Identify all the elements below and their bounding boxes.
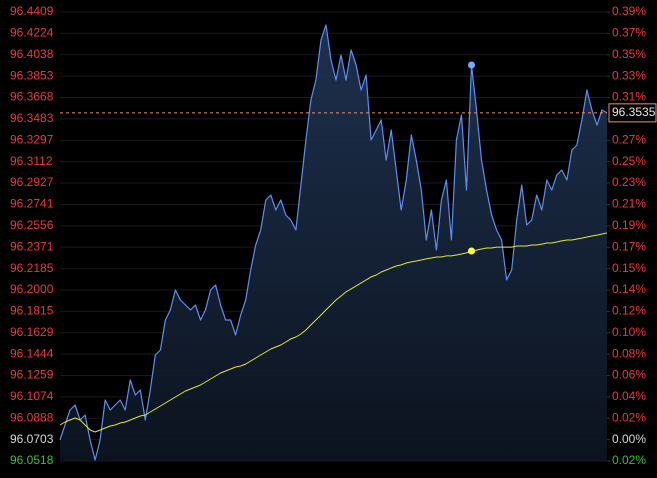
hover-marker (468, 247, 476, 255)
y-tick-label: 96.2371 (10, 239, 54, 253)
y-tick-label: 96.3297 (10, 132, 54, 146)
y-tick-label: 96.1444 (10, 346, 54, 360)
y2-tick-label: 0.02% (612, 410, 646, 424)
y-tick-label: 96.3483 (10, 111, 54, 125)
y2-tick-label: 0.12% (612, 304, 646, 318)
y2-tick-label: 0.19% (612, 218, 646, 232)
y2-tick-label: 0.04% (612, 389, 646, 403)
y2-tick-label: 0.14% (612, 282, 646, 296)
y2-tick-label: 0.31% (612, 90, 646, 104)
y-tick-label: 96.2556 (10, 218, 54, 232)
y2-tick-label: 0.21% (612, 197, 646, 211)
y2-tick-label: 0.17% (612, 239, 646, 253)
y-tick-label: 96.3853 (10, 68, 54, 82)
y-tick-label: 96.3668 (10, 90, 54, 104)
y2-tick-label: 0.08% (612, 346, 646, 360)
y-tick-label: 96.0888 (10, 410, 54, 424)
y-tick-label: 96.0703 (10, 432, 54, 446)
y2-tick-label: 0.00% (612, 432, 646, 446)
y2-tick-label: 0.25% (612, 154, 646, 168)
y-tick-label: 96.2000 (10, 282, 54, 296)
y2-tick-label: 0.15% (612, 261, 646, 275)
y2-tick-label: 0.02% (612, 453, 646, 467)
last-price-box (608, 103, 657, 123)
y-tick-label: 96.3112 (10, 154, 53, 168)
y2-tick-label: 0.23% (612, 175, 646, 189)
price-area (60, 25, 607, 461)
y-tick-label: 96.1629 (10, 325, 54, 339)
price-line (59, 24, 608, 461)
y-tick-label: 96.1259 (10, 368, 54, 382)
last-price-label: 96.3535 (612, 105, 656, 119)
y2-tick-label: 0.37% (612, 26, 646, 40)
y2-tick-label: 0.39% (612, 4, 646, 18)
y-tick-label: 96.4038 (10, 47, 54, 61)
y2-tick-label: 0.35% (612, 47, 646, 61)
y-tick-label: 96.2927 (10, 175, 54, 189)
y-tick-label: 96.4224 (10, 26, 54, 40)
y2-tick-label: 0.10% (612, 325, 646, 339)
y2-tick-label: 0.06% (612, 368, 646, 382)
average-line (59, 232, 608, 433)
y-tick-label: 96.1074 (10, 389, 54, 403)
y-tick-label: 96.1815 (10, 304, 54, 318)
hover-marker (468, 61, 476, 69)
y-tick-label: 96.4409 (10, 4, 54, 18)
y-tick-label: 96.0518 (10, 453, 54, 467)
y2-tick-label: 0.27% (612, 133, 646, 147)
y-tick-label: 96.2185 (10, 261, 54, 275)
y-tick-label: 96.2741 (10, 197, 54, 211)
y2-tick-label: 0.33% (612, 68, 646, 82)
